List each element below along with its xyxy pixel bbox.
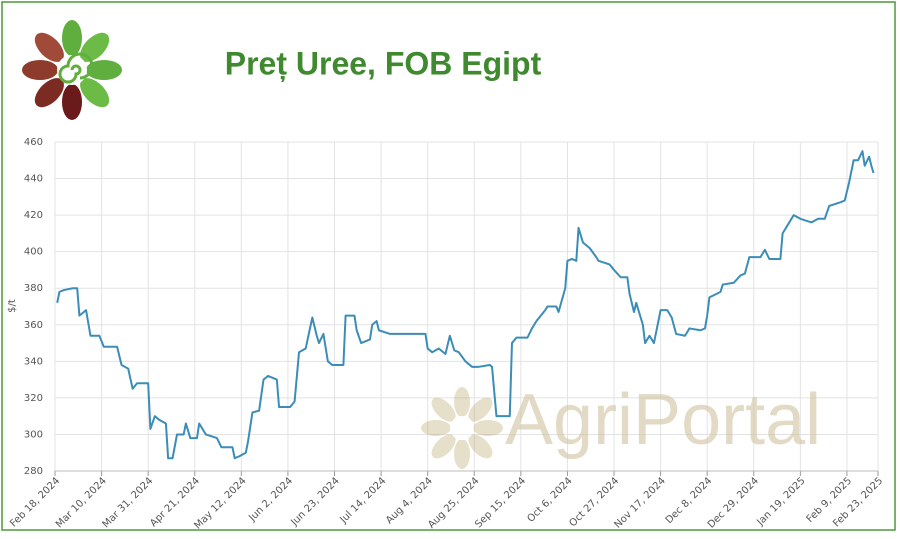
y-axis-label: $/t xyxy=(7,299,18,313)
watermark-logo xyxy=(421,387,503,469)
y-tick-label: 440 xyxy=(24,174,43,185)
y-tick-label: 380 xyxy=(24,283,43,294)
y-tick-label: 280 xyxy=(24,466,43,477)
chart-title: Preț Uree, FOB Egipt xyxy=(225,45,542,81)
y-tick-label: 400 xyxy=(24,247,43,258)
price-line xyxy=(56,150,875,460)
y-tick-label: 300 xyxy=(24,429,43,440)
y-tick-label: 460 xyxy=(24,137,43,148)
logo xyxy=(22,20,122,120)
y-tick-label: 340 xyxy=(24,356,43,367)
y-tick-label: 420 xyxy=(24,210,43,221)
y-tick-label: 360 xyxy=(24,320,43,331)
watermark: AgriPortal xyxy=(505,380,821,460)
y-tick-label: 320 xyxy=(24,393,43,404)
